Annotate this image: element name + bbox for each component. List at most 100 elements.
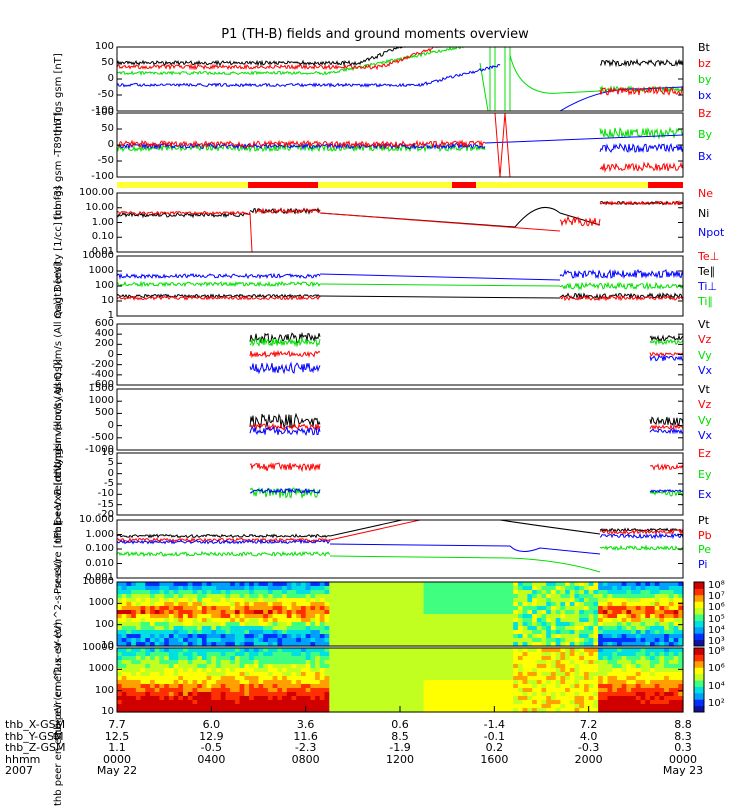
- spec-cell: [466, 704, 472, 709]
- spec-cell: [272, 672, 278, 677]
- spec-cell: [272, 594, 278, 599]
- spec-cell: [668, 708, 675, 713]
- spec-cell: [197, 594, 203, 599]
- spec-cell: [338, 700, 344, 705]
- spec-cell: [588, 590, 594, 595]
- spec-cell: [239, 688, 245, 693]
- spec-cell: [267, 680, 274, 685]
- spec-cell: [164, 660, 170, 665]
- spec-cell: [437, 668, 443, 673]
- spec-cell: [272, 626, 278, 631]
- spec-cell: [626, 610, 632, 615]
- spec-cell: [579, 586, 585, 591]
- spec-cell: [423, 586, 429, 591]
- spec-cell: [617, 586, 623, 591]
- spec-cell: [258, 614, 264, 619]
- spec-cell: [555, 692, 561, 697]
- x-tick-label: 0.2: [485, 741, 504, 754]
- spec-cell: [654, 660, 660, 665]
- spec-cell: [117, 602, 123, 607]
- spec-cell: [253, 642, 260, 647]
- spec-cell: [484, 668, 491, 673]
- spec-cell: [640, 594, 646, 599]
- vy-trace: [249, 336, 321, 348]
- spec-cell: [404, 634, 410, 639]
- colorbar-cell: [694, 639, 704, 647]
- spec-cell: [329, 664, 335, 669]
- spec-cell: [319, 680, 326, 685]
- spec-cell: [640, 618, 646, 623]
- spec-cell: [480, 696, 486, 701]
- spec-cell: [117, 618, 123, 623]
- spec-cell: [348, 688, 354, 693]
- spec-cell: [253, 652, 260, 657]
- spec-cell: [244, 676, 250, 681]
- spec-cell: [385, 680, 392, 685]
- spec-cell: [173, 652, 179, 657]
- spec-cell: [206, 696, 212, 701]
- x-tick-label: May 22: [96, 764, 138, 777]
- x-tick-label: 1200: [386, 752, 414, 766]
- spec-cell: [301, 660, 307, 665]
- spec-cell: [131, 626, 137, 631]
- spec-cell: [173, 586, 179, 591]
- spec-cell: [494, 660, 500, 665]
- spec-cell: [197, 708, 203, 713]
- spec-cell: [145, 590, 151, 595]
- spec-cell: [334, 594, 340, 599]
- spec-cell: [470, 700, 477, 705]
- spec-cell: [164, 656, 170, 661]
- spec-cell: [494, 680, 500, 685]
- spec-cell: [135, 676, 142, 681]
- pe-trace: [117, 550, 331, 558]
- spec-cell: [489, 696, 495, 701]
- spec-cell: [560, 586, 566, 591]
- spec-cell: [536, 602, 543, 607]
- spec-cell: [626, 680, 632, 685]
- spec-cell: [291, 582, 297, 587]
- spec-cell: [513, 634, 519, 639]
- spec-cell: [390, 642, 396, 647]
- spec-cell: [508, 614, 514, 619]
- spec-cell: [310, 598, 316, 603]
- spec-cell: [178, 590, 184, 595]
- spec-cell: [362, 684, 368, 689]
- spec-cell: [522, 660, 528, 665]
- spec-cell: [154, 668, 160, 673]
- spec-cell: [423, 630, 429, 635]
- spec-cell: [640, 638, 646, 643]
- spec-cell: [612, 696, 618, 701]
- x-row-label: thb_X-GSM: [5, 718, 66, 731]
- spec-cell: [579, 634, 585, 639]
- spec-cell: [168, 630, 175, 635]
- spec-cell: [546, 652, 552, 657]
- spec-cell: [324, 618, 330, 623]
- spec-cell: [296, 700, 302, 705]
- spec-cell: [626, 688, 632, 693]
- spec-cell: [201, 618, 208, 623]
- spec-cell: [409, 582, 415, 587]
- spec-cell: [244, 708, 250, 713]
- spec-cell: [282, 664, 288, 669]
- spec-cell: [239, 676, 245, 681]
- spec-cell: [258, 606, 264, 611]
- spec-cell: [244, 634, 250, 639]
- spec-cell: [272, 652, 278, 657]
- spec-cell: [400, 630, 406, 635]
- spec-cell: [659, 642, 665, 647]
- spec-cell: [385, 642, 392, 647]
- spec-cell: [258, 680, 264, 685]
- spec-cell: [550, 586, 557, 591]
- spec-cell: [168, 680, 175, 685]
- spec-cell: [541, 704, 547, 709]
- spec-cell: [324, 626, 330, 631]
- spec-cell: [484, 704, 491, 709]
- spec-cell: [541, 594, 547, 599]
- spec-cell: [301, 610, 307, 615]
- spec-cell: [659, 648, 665, 653]
- spec-cell: [522, 652, 528, 657]
- spec-cell: [329, 622, 335, 627]
- spec-cell: [305, 634, 311, 639]
- spec-cell: [206, 586, 212, 591]
- spec-cell: [234, 672, 241, 677]
